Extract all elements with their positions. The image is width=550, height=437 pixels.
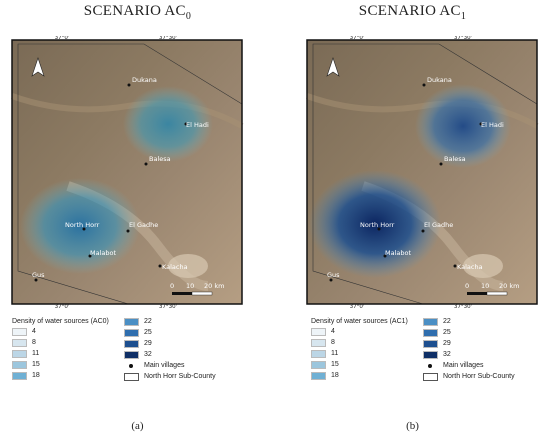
svg-text:37°0': 37°0' <box>350 36 365 41</box>
svg-text:37°0': 37°0' <box>55 304 70 308</box>
panel-caption: (a) <box>131 420 144 432</box>
svg-text:El Hadi: El Hadi <box>481 121 504 129</box>
map-svg: Dukana El Hadi Balesa North Horr El Gadh… <box>8 36 246 308</box>
svg-text:10: 10 <box>186 282 194 290</box>
svg-text:37°30': 37°30' <box>159 304 177 308</box>
scale-bar: 0 10 20 km <box>170 282 224 296</box>
scale-bar: 0 10 20 km <box>465 282 519 296</box>
north-arrow-icon <box>326 57 340 77</box>
density-hotspot-el-hadi <box>415 84 511 168</box>
svg-text:Dukana: Dukana <box>132 76 157 84</box>
svg-text:Kalacha: Kalacha <box>457 263 483 271</box>
village-markers: Dukana El Hadi Balesa North Horr El Gadh… <box>32 76 209 282</box>
svg-text:El Gadhe: El Gadhe <box>424 221 453 229</box>
svg-text:Balesa: Balesa <box>444 155 466 163</box>
svg-text:Gus: Gus <box>327 271 340 279</box>
svg-text:37°30': 37°30' <box>454 304 472 308</box>
svg-text:0: 0 <box>465 282 469 290</box>
svg-text:20 km: 20 km <box>204 282 224 290</box>
map-svg: Dukana El Hadi Balesa North Horr El Gadh… <box>303 36 541 308</box>
density-hotspot-el-hadi <box>123 86 213 162</box>
svg-text:0: 0 <box>170 282 174 290</box>
panel-caption: (b) <box>406 420 419 432</box>
village-markers: Dukana El Hadi Balesa North Horr El Gadh… <box>327 76 504 282</box>
map-frame: Dukana El Hadi Balesa North Horr El Gadh… <box>8 36 246 308</box>
map-legend: Density of water sources (AC1) 4 8 11 15… <box>311 318 515 381</box>
svg-text:El Hadi: El Hadi <box>186 121 209 129</box>
scenario-title: SCENARIO AC0 <box>83 3 192 22</box>
svg-text:37°30': 37°30' <box>454 36 472 41</box>
svg-text:37°30': 37°30' <box>159 36 177 41</box>
svg-text:Malabot: Malabot <box>385 249 411 257</box>
map-legend: Density of water sources (AC0) 4 8 11 15… <box>12 318 216 381</box>
svg-text:El Gadhe: El Gadhe <box>129 221 158 229</box>
boundary-outline-icon <box>124 373 139 381</box>
svg-text:37°0': 37°0' <box>350 304 365 308</box>
density-hotspot-north-horr <box>20 178 140 274</box>
north-arrow-icon <box>31 57 45 77</box>
svg-text:37°0': 37°0' <box>55 36 70 41</box>
svg-text:Kalacha: Kalacha <box>162 263 188 271</box>
svg-text:Balesa: Balesa <box>149 155 171 163</box>
svg-text:North Horr: North Horr <box>360 221 395 229</box>
legend-title: Density of water sources (AC1) <box>311 318 408 325</box>
svg-text:20 km: 20 km <box>499 282 519 290</box>
svg-text:10: 10 <box>481 282 489 290</box>
density-hotspot-north-horr <box>309 170 441 278</box>
svg-text:North Horr: North Horr <box>65 221 100 229</box>
svg-text:Gus: Gus <box>32 271 45 279</box>
scenario-title: SCENARIO AC1 <box>358 3 467 22</box>
panel-a: SCENARIO AC0 <box>8 3 246 432</box>
legend-title: Density of water sources (AC0) <box>12 318 109 325</box>
svg-text:Malabot: Malabot <box>90 249 116 257</box>
map-frame: Dukana El Hadi Balesa North Horr El Gadh… <box>303 36 541 308</box>
village-dot-icon <box>428 364 432 368</box>
village-dot-icon <box>129 364 133 368</box>
boundary-outline-icon <box>423 373 438 381</box>
svg-text:Dukana: Dukana <box>427 76 452 84</box>
panel-b: SCENARIO AC1 <box>275 0 550 437</box>
